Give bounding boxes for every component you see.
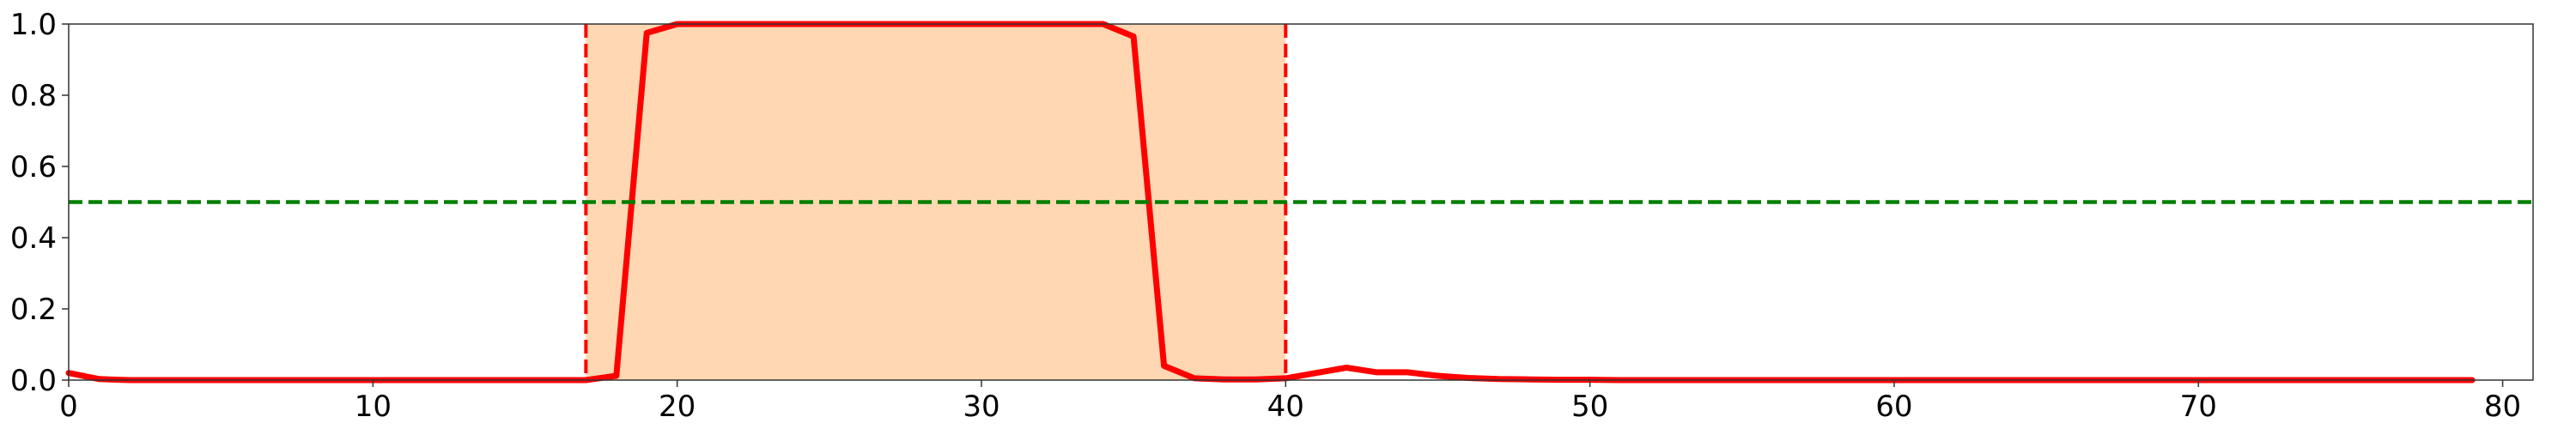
plot-frame	[68, 23, 2534, 381]
y-tick-label: 0.6	[10, 150, 57, 184]
x-tick-label: 0	[59, 390, 78, 424]
x-tick-label: 60	[1875, 390, 1912, 424]
y-tick-label: 0.0	[10, 364, 57, 398]
y-tick-label: 0.2	[10, 293, 57, 327]
y-tick-label: 0.8	[10, 79, 57, 113]
x-tick-label: 10	[355, 390, 392, 424]
x-tick-label: 40	[1267, 390, 1304, 424]
x-tick-label: 80	[2484, 390, 2521, 424]
x-tick-label: 20	[659, 390, 696, 424]
x-tick-label: 50	[1571, 390, 1608, 424]
y-tick-label: 0.4	[10, 221, 57, 256]
y-tick-label: 1.0	[10, 8, 57, 42]
x-tick-label: 30	[963, 390, 999, 424]
x-tick-label: 70	[2180, 390, 2217, 424]
